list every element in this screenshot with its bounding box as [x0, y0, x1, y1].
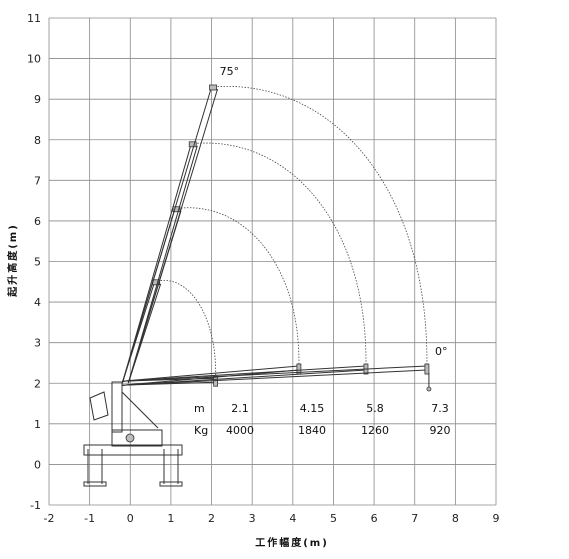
x-tick-label: 3 — [249, 512, 256, 525]
y-tick-label: 10 — [27, 53, 41, 66]
y-tick-label: 9 — [34, 93, 41, 106]
foot-pad-left — [83, 481, 107, 487]
x-tick-label: 9 — [493, 512, 500, 525]
angle-label: 75° — [220, 65, 240, 78]
boom-horizontal-lower — [122, 369, 366, 386]
y-tick-label: -1 — [30, 499, 41, 512]
angle-label: 0° — [435, 345, 448, 358]
lift-cylinder — [121, 391, 159, 429]
table-load-3: 1260 — [361, 424, 389, 437]
y-tick-label: 8 — [34, 134, 41, 147]
y-tick-label: 6 — [34, 215, 41, 228]
x-tick-label: -2 — [44, 512, 55, 525]
chassis-beam — [83, 444, 183, 456]
boom-tip-raised — [209, 84, 217, 91]
boom-positions — [121, 84, 432, 392]
x-tick-label: 5 — [330, 512, 337, 525]
table-load-1: 4000 — [226, 424, 254, 437]
slewing-base — [111, 429, 163, 447]
boom-horizontal-lower — [122, 369, 299, 386]
boom-raised — [121, 86, 213, 384]
table-radius-3: 5.8 — [366, 402, 384, 415]
column — [111, 381, 123, 433]
x-tick-label: 0 — [127, 512, 134, 525]
boom-tip-raised — [172, 206, 181, 213]
x-tick-label: 8 — [452, 512, 459, 525]
table-radius-1: 2.1 — [231, 402, 249, 415]
y-tick-label: 1 — [34, 418, 41, 431]
x-tick-label: 6 — [371, 512, 378, 525]
boom-horizontal — [122, 365, 366, 382]
table-load-4: 920 — [430, 424, 451, 437]
x-tick-label: -1 — [84, 512, 95, 525]
x-tick-label: 7 — [411, 512, 418, 525]
x-tick-label: 4 — [289, 512, 296, 525]
labels: 起升高度(m) 工作幅度(m) m Kg 2.1 4.15 5.8 7.3 40… — [6, 65, 451, 549]
range-arc — [174, 207, 300, 368]
working-range-arcs — [154, 85, 428, 380]
slewing-center — [125, 433, 135, 443]
boom-horizontal — [122, 365, 427, 382]
table-load-2: 1840 — [298, 424, 326, 437]
table-radius-4: 7.3 — [431, 402, 449, 415]
boom-raised-lower — [127, 88, 219, 384]
boom-raised — [121, 143, 192, 384]
y-tick-label: 5 — [34, 256, 41, 269]
x-tick-label: 2 — [208, 512, 215, 525]
control-seat — [89, 391, 109, 421]
table-radius-2: 4.15 — [300, 402, 325, 415]
range-arc — [211, 85, 428, 368]
table-header-kg: Kg — [194, 424, 208, 437]
y-tick-label: 11 — [27, 12, 41, 25]
table-header-m: m — [194, 402, 205, 415]
x-axis-title: 工作幅度(m) — [255, 536, 329, 549]
boom-tip-raised — [188, 141, 197, 148]
range-arc — [154, 280, 217, 380]
y-tick-label: 4 — [34, 296, 41, 309]
y-tick-label: 0 — [34, 458, 41, 471]
x-tick-label: 1 — [167, 512, 174, 525]
boom-horizontal — [122, 365, 299, 382]
boom-horizontal-lower — [122, 369, 427, 386]
y-tick-label: 2 — [34, 377, 41, 390]
y-axis-title: 起升高度(m) — [6, 223, 19, 298]
y-tick-label: 7 — [34, 174, 41, 187]
hook-icon — [426, 386, 432, 392]
boom-tip-horizontal — [424, 363, 430, 375]
crane-drawing — [83, 381, 183, 487]
range-arc — [191, 142, 367, 368]
foot-pad-right — [159, 481, 183, 487]
y-tick-label: 3 — [34, 337, 41, 350]
